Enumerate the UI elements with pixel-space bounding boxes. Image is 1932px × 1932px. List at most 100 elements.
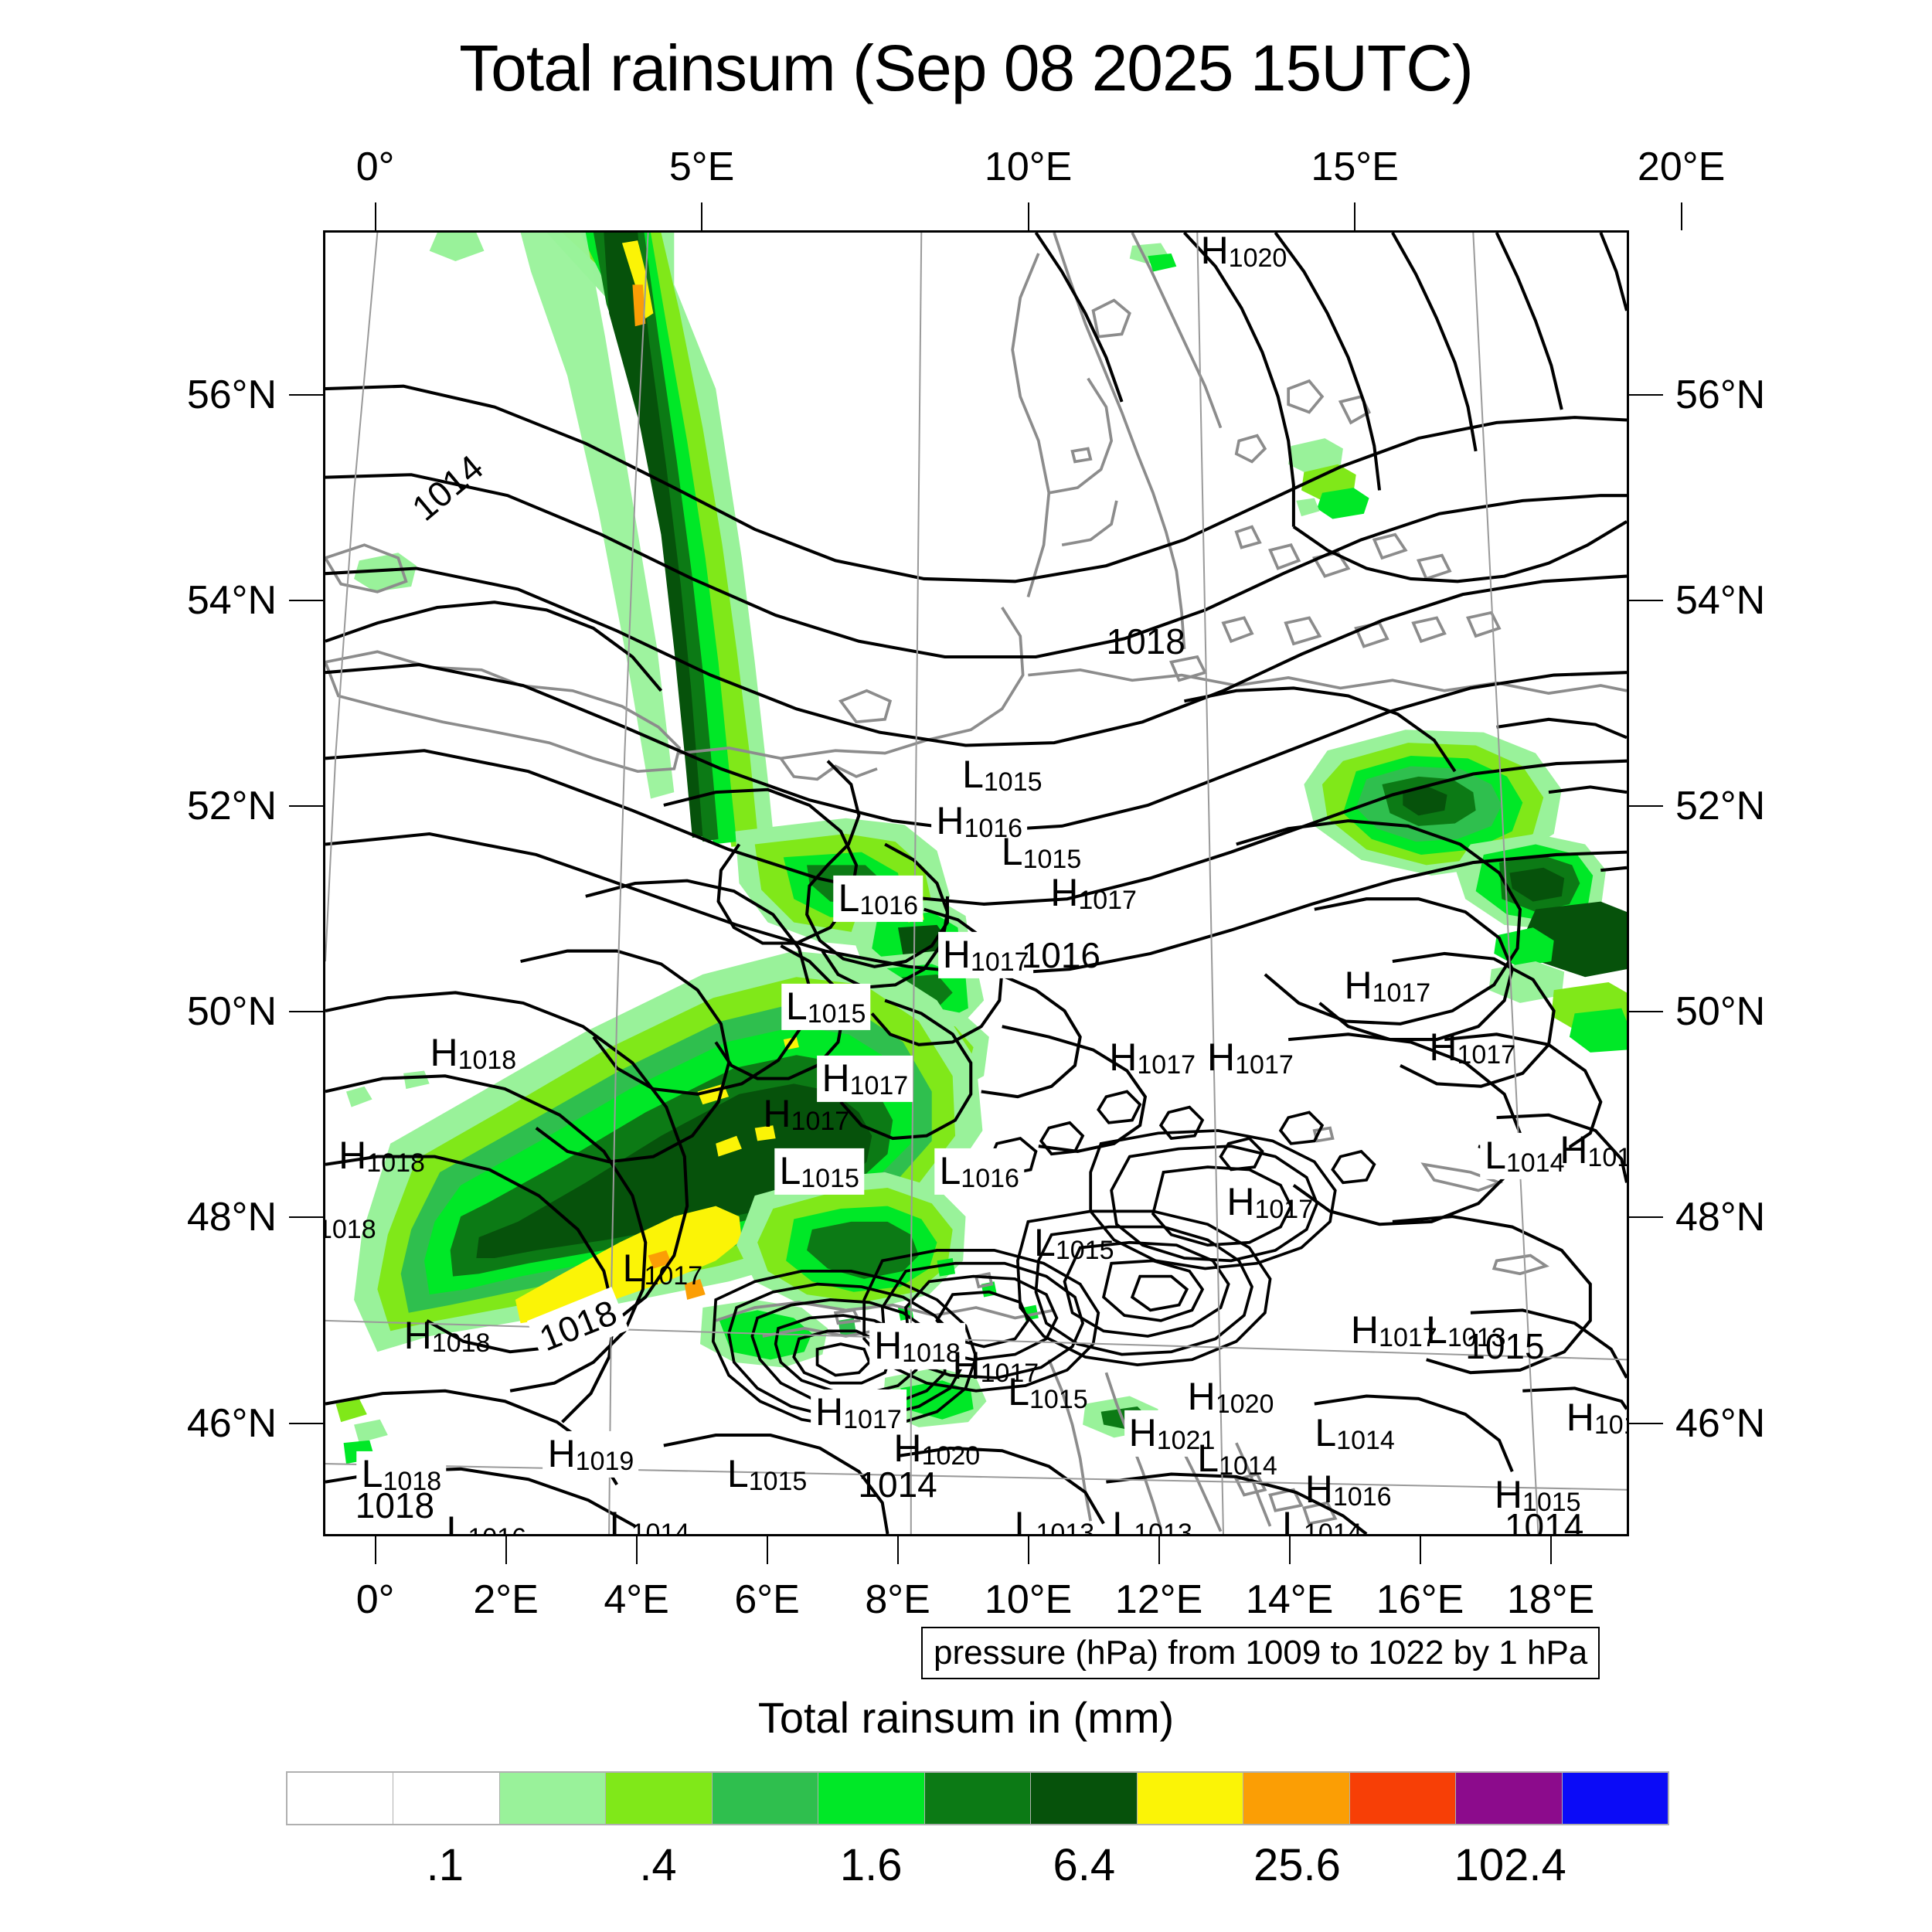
pressure-center-value: 1017 — [843, 1405, 902, 1435]
pressure-center-value: 1015 — [748, 1467, 808, 1497]
pressure-center-value: 1014 — [1336, 1426, 1395, 1456]
pressure-high-label: H1019 — [543, 1430, 639, 1478]
axis-label-lon-bottom: 16°E — [1376, 1577, 1464, 1622]
pressure-center-type: L — [609, 1503, 631, 1536]
pressure-center-type: L — [622, 1246, 645, 1290]
axis-tick — [1629, 600, 1663, 602]
pressure-center-type: H — [893, 1426, 922, 1470]
pressure-center-type: L — [1034, 1220, 1056, 1264]
pressure-center-value: 1016 — [1332, 1482, 1392, 1512]
pressure-center-type: L — [1426, 1308, 1447, 1352]
axis-tick — [374, 1536, 376, 1564]
pressure-center-type: L — [1282, 1503, 1304, 1536]
pressure-low-label: L1013 — [1112, 1506, 1192, 1536]
colorbar-swatch-2[interactable] — [499, 1773, 607, 1824]
pressure-low-label: L1013 — [1426, 1311, 1505, 1351]
colorbar-swatch-9[interactable] — [1243, 1773, 1350, 1824]
isobar-value-label: 1014 — [858, 1464, 937, 1505]
colorbar-swatch-5[interactable] — [818, 1773, 925, 1824]
pressure-low-label: L1018 — [323, 1202, 376, 1243]
pressure-center-type: H — [1128, 1410, 1157, 1454]
axis-tick — [896, 1536, 899, 1564]
pressure-center-value: 1017 — [1078, 886, 1137, 916]
pressure-low-label: L1014 — [1315, 1413, 1394, 1454]
pressure-center-type: L — [1008, 1369, 1030, 1413]
pressure-center-value: 1015 — [1029, 1384, 1088, 1414]
pressure-center-value: 1021 — [1156, 1426, 1216, 1456]
colorbar-swatch-7[interactable] — [1031, 1773, 1138, 1824]
colorbar-swatch-0[interactable] — [287, 1773, 394, 1824]
pressure-low-label: L1015 — [1008, 1372, 1087, 1413]
axis-label-lon-top: 0° — [355, 145, 395, 189]
pressure-center-type: H — [952, 1344, 981, 1388]
pressure-center-value: 1017 — [1235, 1050, 1294, 1080]
colorbar-tick-label: 6.4 — [1053, 1840, 1116, 1890]
axis-label-lat-left: 52°N — [186, 784, 277, 829]
pressure-high-label: H1017 — [1226, 1182, 1313, 1222]
colorbar-swatch-6[interactable] — [924, 1773, 1032, 1824]
pressure-center-type: H — [1344, 963, 1372, 1007]
pressure-center-value: 1016 — [859, 891, 918, 921]
pressure-high-label: H1018 — [338, 1136, 425, 1176]
axis-label-lon-bottom: 14°E — [1245, 1577, 1334, 1622]
pressure-center-type: H — [1187, 1375, 1216, 1419]
pressure-high-label: H1017 — [1109, 1038, 1196, 1078]
axis-label-lon-bottom: 10°E — [984, 1577, 1073, 1622]
pressure-center-type: H — [815, 1390, 844, 1434]
axis-label-lat-left: 56°N — [186, 372, 277, 417]
pressure-center-type: H — [1226, 1179, 1255, 1223]
pressure-high-label: H1018 — [404, 1315, 491, 1355]
axis-tick — [1419, 1536, 1421, 1564]
axis-tick — [1629, 1216, 1663, 1219]
isobar-value-label: 1015 — [1465, 1325, 1545, 1366]
pressure-center-value: 1016 — [964, 814, 1023, 844]
colorbar-swatch-8[interactable] — [1137, 1773, 1244, 1824]
pressure-high-label: H1017 — [952, 1346, 1039, 1386]
pressure-low-label: L1016 — [447, 1511, 526, 1536]
colorbar-swatch-12[interactable] — [1562, 1773, 1668, 1824]
isobar-value-label: 1016 — [1021, 935, 1101, 976]
pressure-high-label: H1021 — [1124, 1410, 1220, 1458]
colorbar-swatch-3[interactable] — [606, 1773, 713, 1824]
axis-tick — [289, 805, 323, 808]
pressure-center-type: H — [1109, 1036, 1138, 1080]
isobar-value-label: 1014 — [403, 446, 491, 529]
colorbar-swatch-4[interactable] — [712, 1773, 819, 1824]
pressure-center-value: 1018 — [366, 1148, 425, 1178]
pressure-center-value: 1017 — [1254, 1194, 1314, 1224]
pressure-center-value: 1017 — [849, 1070, 909, 1100]
axis-label-lat-right: 54°N — [1675, 578, 1766, 624]
pressure-high-label: H1017 — [1207, 1038, 1294, 1078]
pressure-center-value: 1020 — [1215, 1389, 1274, 1420]
pressure-low-label: L1018 — [356, 1451, 447, 1498]
colorbar[interactable] — [286, 1771, 1669, 1825]
pressure-low-label: L1014 — [1282, 1506, 1362, 1536]
pressure-center-value: 1014 — [631, 1518, 690, 1536]
colorbar-swatch-1[interactable] — [393, 1773, 500, 1824]
axis-tick — [1629, 393, 1663, 396]
pressure-high-label: H1020 — [1188, 1377, 1274, 1417]
pressure-center-value: 1017 — [1379, 1322, 1437, 1352]
pressure-center-type: H — [1200, 230, 1229, 272]
pressure-center-value: 1018 — [383, 1467, 442, 1497]
colorbar-swatch-10[interactable] — [1349, 1773, 1457, 1824]
colorbar-swatch-11[interactable] — [1456, 1773, 1563, 1824]
pressure-low-label: L1015 — [1002, 832, 1081, 872]
pressure-center-value: 1013 — [1594, 1410, 1629, 1440]
axis-label-lon-top: 15°E — [1311, 145, 1399, 189]
axis-label-lat-left: 54°N — [186, 578, 277, 624]
pressure-high-label: H1020 — [1201, 231, 1287, 271]
axis-label-lon-bottom: 0° — [355, 1577, 395, 1622]
pressure-center-value: 1017 — [1457, 1040, 1516, 1070]
pressure-low-label: L1014 — [1480, 1132, 1570, 1179]
pressure-center-type: H — [1050, 871, 1079, 915]
pressure-low-label: L1015 — [781, 983, 871, 1030]
axis-tick — [1629, 1422, 1663, 1424]
axis-tick — [1680, 202, 1682, 230]
pressure-high-label: H1017 — [1344, 966, 1430, 1006]
pressure-center-value: 1020 — [1228, 243, 1287, 273]
pressure-center-type: H — [1560, 1128, 1588, 1172]
pressure-center-value: 1014 — [1219, 1451, 1277, 1481]
pressure-center-value: 1017 — [980, 1359, 1039, 1389]
